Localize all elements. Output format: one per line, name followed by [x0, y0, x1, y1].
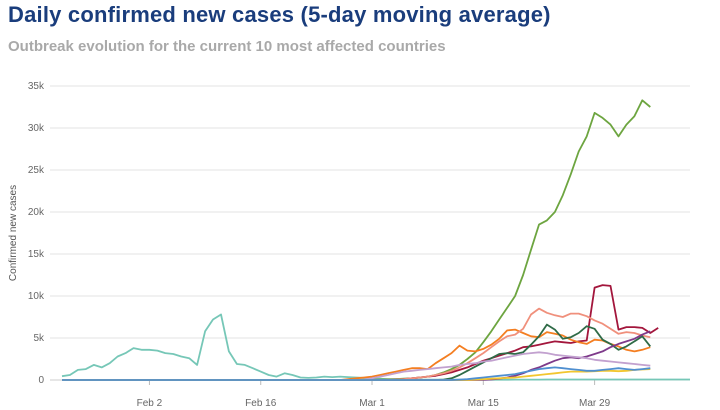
series-line-8 [62, 351, 651, 381]
y-tick-label: 20k [28, 207, 45, 218]
y-tick-label: 15k [28, 249, 45, 260]
y-tick-label: 10k [28, 291, 45, 302]
y-tick-label: 30k [28, 123, 45, 134]
chart-title: Daily confirmed new cases (5-day moving … [8, 2, 551, 27]
y-tick-label: 35k [28, 81, 45, 92]
x-tick-label: Mar 29 [579, 398, 611, 409]
series-line-3 [62, 284, 659, 381]
series-lines [61, 99, 690, 381]
y-tick-label: 0 [38, 375, 44, 386]
chart-subtitle: Outbreak evolution for the current 10 mo… [8, 38, 446, 55]
y-axis-ticks: 0 5k 10k 15k 20k 25k 30k 35k [28, 81, 45, 386]
y-tick-label: 25k [28, 165, 45, 176]
series-line-1 [61, 313, 690, 381]
grid-lines [50, 85, 690, 339]
y-tick-label: 5k [33, 333, 45, 344]
x-axis-ticks: Feb 2 Feb 16 Mar 1 Mar 15 Mar 29 [137, 380, 611, 409]
x-tick-label: Mar 1 [359, 398, 385, 409]
series-line-10 [62, 366, 651, 381]
x-tick-label: Feb 16 [245, 398, 277, 409]
x-tick-label: Feb 2 [137, 398, 163, 409]
x-tick-label: Mar 15 [468, 398, 500, 409]
y-axis-label: Confirmed new cases [8, 185, 19, 281]
series-line-5 [62, 307, 651, 381]
